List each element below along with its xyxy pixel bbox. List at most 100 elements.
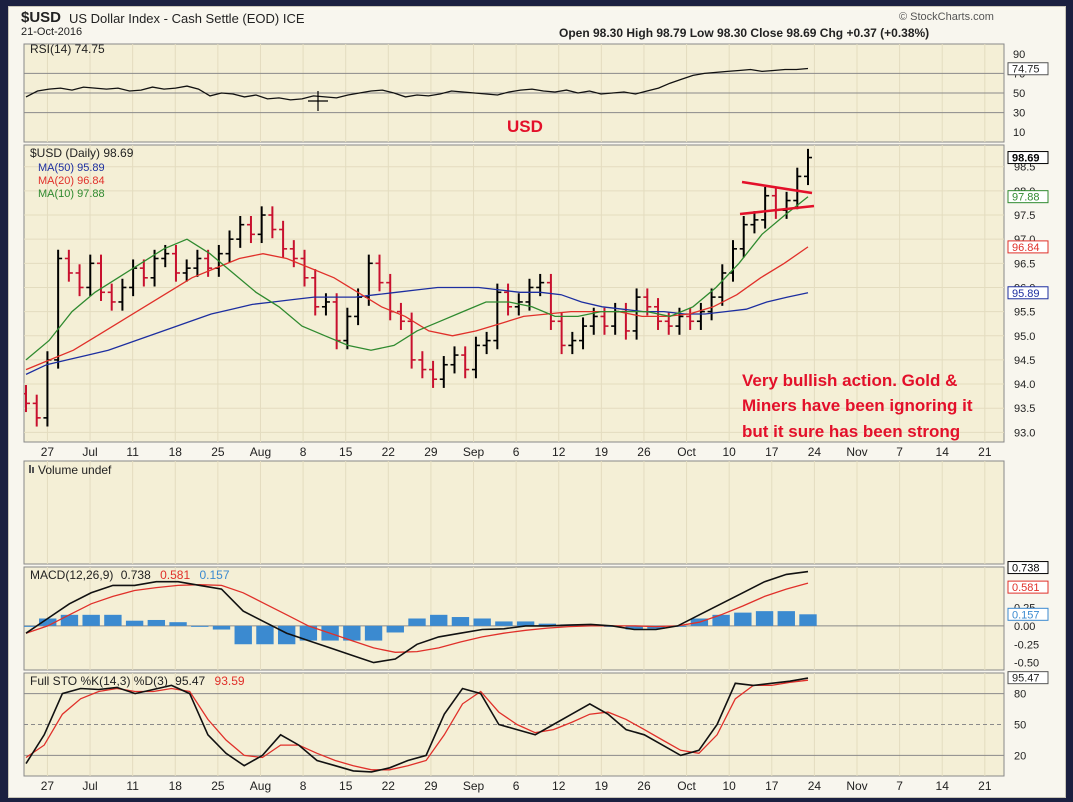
x-tick-label: 10 [722, 445, 736, 459]
x-tick-label: Nov [846, 445, 867, 459]
grid-layer [24, 44, 1004, 776]
ma10-line [25, 196, 809, 361]
macd-hist-bar [24, 625, 35, 627]
instrument-name: US Dollar Index - Cash Settle (EOD) ICE [69, 11, 305, 26]
price-last-badge [1007, 190, 1049, 204]
price-tick-label: 95.5 [1014, 307, 1035, 319]
x-tick-label: 18 [169, 445, 183, 459]
x-tick-label: 27 [41, 779, 55, 793]
volume-legend-group: Volume undef [29, 463, 112, 477]
price-tick-label: 96.5 [1014, 258, 1035, 270]
x-tick-label: 12 [552, 445, 566, 459]
x-tick-label: Sep [463, 445, 485, 459]
x-tick-label: 26 [637, 445, 651, 459]
volume-legend: Volume undef [38, 463, 112, 477]
price-tick-label: 97.5 [1014, 210, 1035, 222]
macd-hist-bar [169, 622, 187, 626]
x-tick-label: Aug [250, 779, 271, 793]
price-last-label: 95.89 [1012, 288, 1040, 300]
macd-hist-bar [516, 621, 535, 626]
price-tick-label: 95.0 [1014, 331, 1035, 343]
x-tick-label: 27 [41, 445, 55, 459]
price-tick-label: 94.0 [1014, 379, 1035, 391]
macd-hist-bar [39, 618, 57, 626]
macd-hist-bar [234, 625, 252, 645]
macd-legend-prefix: MACD(12,26,9) [30, 568, 113, 582]
x-tick-label: 11 [126, 779, 139, 793]
triangle-upper-trendline [741, 180, 813, 195]
macd-hist-bar [104, 614, 122, 626]
symbol-label: $USD [21, 9, 62, 26]
x-tick-label: 8 [300, 779, 307, 793]
x-tick-label: Aug [250, 445, 271, 459]
macd-hist-bar [125, 620, 144, 626]
price-tick-label: 98.5 [1014, 162, 1035, 174]
rsi-last-label: 74.75 [1012, 64, 1040, 76]
rsi-axis: 907050301074.75 [1007, 49, 1049, 139]
macd-hist-bar [734, 612, 752, 626]
x-tick-label: 19 [595, 445, 609, 459]
macd-last-label: 0.738 [1012, 563, 1040, 575]
price-last-label: 98.69 [1012, 153, 1040, 165]
x-tick-label: 22 [382, 779, 396, 793]
ma20-legend: MA(20) 96.84 [38, 175, 105, 187]
x-tick-label: 22 [382, 445, 396, 459]
rsi-tick-label: 10 [1013, 127, 1025, 139]
macd-hist-bar [408, 618, 426, 626]
sto-last-label: 95.47 [1012, 673, 1040, 685]
x-tick-label: 10 [722, 779, 736, 793]
macd-hist-bar [82, 614, 100, 626]
sto-legend-k: 95.47 [175, 674, 205, 688]
x-tick-label: 19 [595, 779, 609, 793]
macd-tick-label: 0.00 [1014, 621, 1035, 633]
macd-hist-bar [473, 618, 491, 626]
x-tick-label: Oct [677, 779, 696, 793]
macd-hist-bar [364, 625, 383, 641]
sto-legend-prefix: Full STO %K(14,3) %D(3) [30, 674, 168, 688]
price-tick-label: 94.5 [1014, 355, 1035, 367]
x-tick-label: 17 [765, 445, 779, 459]
x-tick-label: 7 [896, 445, 903, 459]
macd-hist-bar [299, 625, 318, 641]
macd-hist-bar [430, 614, 448, 626]
x-tick-label: 8 [300, 445, 307, 459]
macd-legend-macd: 0.738 [121, 568, 151, 582]
macd-hist-bar [777, 611, 795, 626]
x-tick-label: 24 [808, 445, 822, 459]
x-tick-label: Nov [846, 779, 867, 793]
x-tick-label: 7 [896, 779, 903, 793]
price-last-badge [1007, 240, 1049, 254]
x-tick-label: 21 [978, 779, 992, 793]
rsi-tick-label: 90 [1013, 49, 1025, 61]
sto-d-line [25, 679, 809, 771]
ma10-legend: MA(10) 97.88 [38, 188, 105, 200]
x-axis-price: 27 Jul 11 18 25 Aug 8 15 22 29 Sep 6 12 19 26 Oct 10 17 24… [41, 445, 992, 459]
x-tick-label: 6 [513, 445, 520, 459]
macd-hist-bar [755, 611, 774, 626]
price-panel [23, 144, 1005, 443]
price-tick-label: 93.5 [1014, 403, 1035, 415]
rsi-last-badge [1007, 62, 1049, 76]
macd-hist-bar [799, 614, 817, 626]
macd-line [25, 570, 809, 664]
x-tick-label: Oct [677, 445, 696, 459]
x-tick-label: 15 [339, 445, 353, 459]
usd-title: USD [507, 117, 543, 136]
x-tick-label: 14 [936, 779, 950, 793]
macd-legend-hist: 0.157 [199, 568, 229, 582]
macd-last-badge [1007, 580, 1049, 594]
macd-hist-bar [647, 625, 665, 629]
rsi-line [25, 67, 809, 101]
rsi-legend: RSI(14) 74.75 [30, 42, 105, 56]
ma50-legend: MA(50) 95.89 [38, 162, 105, 174]
price-tick-label: 93.0 [1014, 427, 1035, 439]
x-tick-label: 15 [339, 779, 353, 793]
macd-hist-bar [625, 625, 643, 630]
x-tick-label: 17 [765, 779, 779, 793]
x-axis-bottom: 27 Jul 11 18 25 Aug 8 15 22 29 Sep 6 12 19 26 Oct 10 17 24… [41, 779, 992, 793]
x-tick-label: 26 [637, 779, 651, 793]
rsi-tick-label: 30 [1013, 108, 1025, 120]
sto-legend-d: 93.59 [215, 674, 245, 688]
